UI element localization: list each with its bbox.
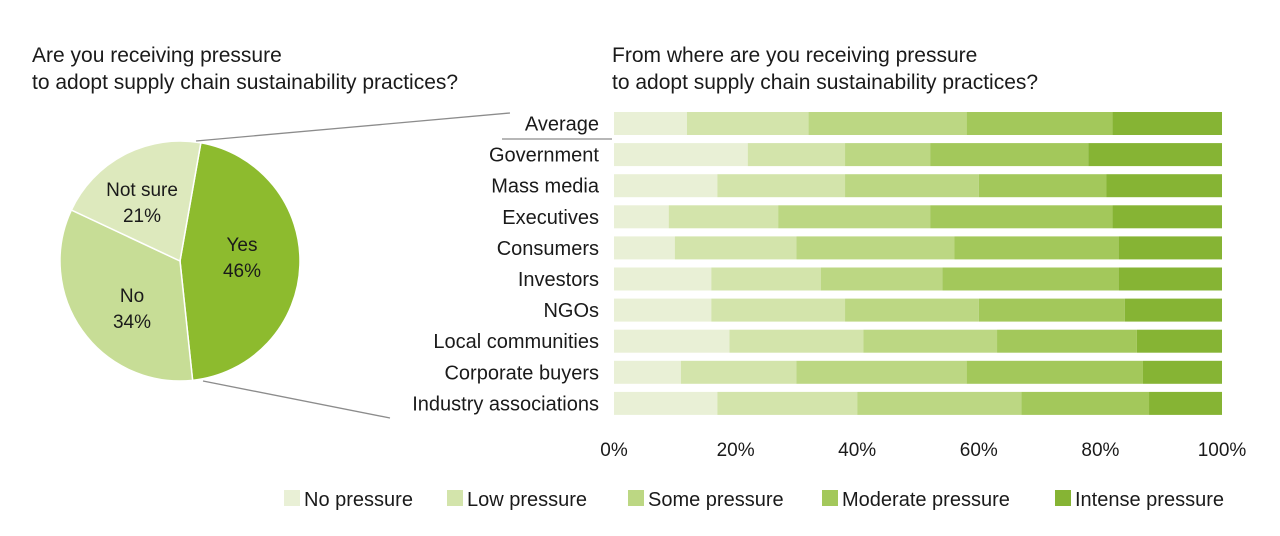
legend-swatch-low-pressure [447, 490, 463, 506]
legend: No pressure Low pressure Some pressure Mode… [284, 489, 1224, 511]
bar-corporate-buyers-low-pressure [680, 360, 797, 384]
bar-average-moderate-pressure [966, 112, 1113, 135]
category-label-corporate-buyers: Corporate buyers [444, 362, 599, 384]
category-label-mass-media: Mass media [491, 176, 600, 198]
pie-chart: Yes 46% No 34% Not sure 21% [59, 140, 301, 382]
bar-government-some-pressure [845, 143, 931, 167]
category-label-average: Average [525, 114, 599, 136]
category-label-industry-associations: Industry associations [412, 393, 599, 415]
bar-executives-no-pressure [614, 205, 669, 229]
category-label-ngos: NGOs [543, 300, 599, 322]
legend-swatch-some-pressure [628, 490, 644, 506]
legend-label-intense-pressure: Intense pressure [1075, 489, 1224, 511]
bar-mass-media-some-pressure [845, 174, 979, 198]
connector-line-bottom [202, 380, 391, 419]
bar-mass-media-low-pressure [717, 174, 846, 198]
legend-swatch-no-pressure [284, 490, 300, 506]
pie-slice-yes [179, 141, 301, 382]
bar-investors-some-pressure [820, 267, 943, 291]
x-tick-label-0: 0% [600, 440, 628, 461]
bar-average-some-pressure [808, 112, 967, 135]
bar-consumers-moderate-pressure [954, 236, 1119, 260]
bar-local-communities-some-pressure [863, 329, 998, 353]
x-tick-label-20: 20% [717, 440, 755, 461]
bar-investors-intense-pressure [1118, 267, 1222, 291]
bar-government-low-pressure [747, 143, 846, 167]
bar-investors-low-pressure [711, 267, 821, 291]
bar-executives-moderate-pressure [930, 205, 1113, 229]
pie-label-no: No [120, 286, 144, 307]
bar-executives-some-pressure [778, 205, 931, 229]
category-label-executives: Executives [502, 207, 599, 229]
bar-corporate-buyers-some-pressure [796, 360, 967, 384]
bar-average-intense-pressure [1112, 112, 1222, 135]
bar-government-no-pressure [614, 143, 748, 167]
bar-ngos-moderate-pressure [978, 298, 1125, 322]
bar-ngos-some-pressure [845, 298, 979, 322]
pie-slice-no [59, 209, 194, 382]
legend-label-some-pressure: Some pressure [648, 489, 784, 511]
pie-value-yes: 46% [223, 261, 261, 282]
bar-ngos-no-pressure [614, 298, 712, 322]
bar-executives-low-pressure [668, 205, 779, 229]
pie-label-yes: Yes [227, 235, 258, 256]
bar-government-intense-pressure [1088, 143, 1222, 167]
x-tick-label-60: 60% [960, 440, 998, 461]
legend-label-moderate-pressure: Moderate pressure [842, 489, 1010, 511]
category-label-government: Government [489, 145, 599, 167]
bar-corporate-buyers-intense-pressure [1142, 360, 1222, 384]
bar-title-line-1: From where are you receiving pressure [612, 44, 977, 67]
pie-title-line-1: Are you receiving pressure [32, 44, 282, 67]
bar-investors-moderate-pressure [942, 267, 1119, 291]
pie-slice-not-sure [70, 140, 202, 263]
bar-mass-media-no-pressure [614, 174, 718, 198]
bar-industry-associations-low-pressure [717, 391, 858, 415]
stacked-bar-chart: Average Government Mass media Executives Con… [412, 112, 1222, 415]
bar-government-moderate-pressure [930, 143, 1089, 167]
bar-consumers-intense-pressure [1118, 236, 1222, 260]
connector-line-top [195, 112, 511, 142]
bar-average-low-pressure [686, 112, 809, 135]
bar-title-line-2: to adopt supply chain sustainability pra… [612, 71, 1038, 94]
category-label-consumers: Consumers [497, 238, 599, 260]
bar-average-no-pressure [614, 112, 687, 135]
x-tick-label-40: 40% [838, 440, 876, 461]
pie-label-not-sure: Not sure [106, 180, 178, 201]
bar-investors-no-pressure [614, 267, 712, 291]
bar-ngos-low-pressure [711, 298, 846, 322]
pie-value-no: 34% [113, 312, 151, 333]
category-label-investors: Investors [518, 269, 599, 291]
bar-local-communities-moderate-pressure [997, 329, 1137, 353]
bar-local-communities-intense-pressure [1136, 329, 1222, 353]
pie-title-line-2: to adopt supply chain sustainability pra… [32, 71, 458, 94]
legend-label-no-pressure: No pressure [304, 489, 413, 511]
pie-value-not-sure: 21% [123, 206, 161, 227]
bar-local-communities-no-pressure [614, 329, 730, 353]
bar-industry-associations-no-pressure [614, 391, 718, 415]
bar-consumers-some-pressure [796, 236, 955, 260]
legend-swatch-intense-pressure [1055, 490, 1071, 506]
bar-industry-associations-moderate-pressure [1021, 391, 1150, 415]
legend-swatch-moderate-pressure [822, 490, 838, 506]
bar-mass-media-moderate-pressure [978, 174, 1107, 198]
x-tick-label-100: 100% [1198, 440, 1247, 461]
bar-consumers-no-pressure [614, 236, 675, 260]
bar-consumers-low-pressure [674, 236, 797, 260]
bar-industry-associations-some-pressure [857, 391, 1022, 415]
bar-corporate-buyers-no-pressure [614, 360, 681, 384]
bar-local-communities-low-pressure [729, 329, 864, 353]
category-label-local-communities: Local communities [433, 331, 599, 353]
bar-ngos-intense-pressure [1124, 298, 1222, 322]
x-tick-label-80: 80% [1081, 440, 1119, 461]
bar-mass-media-intense-pressure [1106, 174, 1222, 198]
bar-executives-intense-pressure [1112, 205, 1222, 229]
bar-industry-associations-intense-pressure [1149, 391, 1222, 415]
x-axis: 0% 20% 40% 60% 80% 100% [600, 440, 1246, 461]
legend-label-low-pressure: Low pressure [467, 489, 587, 511]
bar-corporate-buyers-moderate-pressure [966, 360, 1143, 384]
